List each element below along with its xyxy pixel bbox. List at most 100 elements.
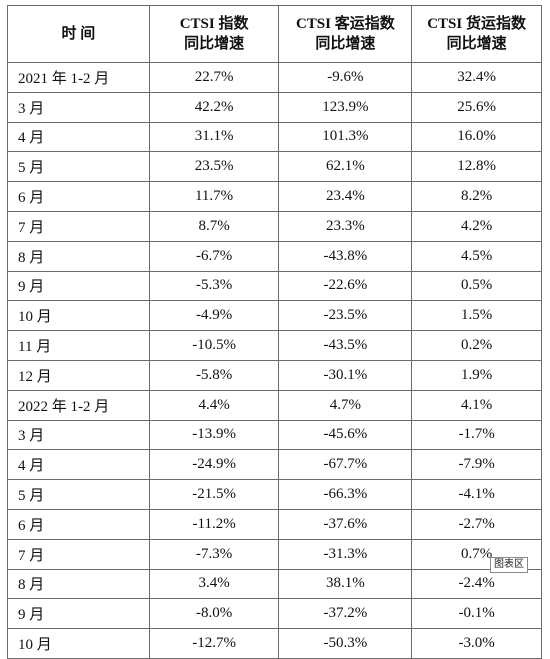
ctsi-cell: -5.3% — [148, 270, 280, 302]
ctsi-growth-table: 时 间 CTSI 指数 同比增速 CTSI 客运指数 同比增速 CTSI 货运指… — [7, 5, 542, 659]
freight-cell: 1.9% — [411, 359, 542, 391]
table-row: 9 月 -5.3% -22.6% 0.5% — [7, 270, 542, 302]
ctsi-cell: -10.5% — [148, 330, 280, 361]
passenger-cell: -66.3% — [278, 479, 413, 510]
header-ctsi-line2: 同比增速 — [184, 36, 245, 52]
table-row: 6 月 -11.2% -37.6% -2.7% — [7, 508, 542, 540]
period-cell: 8 月 — [7, 568, 150, 600]
period-cell: 6 月 — [7, 508, 150, 540]
ctsi-cell: 23.5% — [148, 151, 280, 183]
table-row: 3 月 -13.9% -45.6% -1.7% — [7, 419, 542, 451]
freight-cell: 0.2% — [411, 330, 542, 361]
freight-cell: -1.7% — [411, 419, 542, 451]
period-cell: 5 月 — [7, 479, 150, 510]
header-freight-line1: CTSI 货运指数 — [427, 16, 526, 32]
header-ctsi: CTSI 指数 同比增速 — [148, 5, 280, 63]
table-container: 时 间 CTSI 指数 同比增速 CTSI 客运指数 同比增速 CTSI 货运指… — [7, 5, 542, 659]
table-row: 10 月 -4.9% -23.5% 1.5% — [7, 300, 542, 332]
freight-cell: -3.0% — [411, 628, 542, 659]
ctsi-cell: -4.9% — [148, 300, 280, 332]
freight-cell: 12.8% — [411, 151, 542, 183]
header-ctsi-line1: CTSI 指数 — [179, 16, 249, 32]
table-row: 12 月 -5.8% -30.1% 1.9% — [7, 359, 542, 391]
period-cell: 4 月 — [7, 121, 150, 153]
table-row: 3 月 42.2% 123.9% 25.6% — [7, 91, 542, 123]
ctsi-cell: 4.4% — [148, 389, 280, 421]
header-freight: CTSI 货运指数 同比增速 — [411, 5, 542, 63]
passenger-cell: 4.7% — [278, 389, 413, 421]
ctsi-cell: 31.1% — [148, 121, 280, 153]
table-row: 11 月 -10.5% -43.5% 0.2% — [7, 330, 542, 361]
passenger-cell: 23.3% — [278, 210, 413, 242]
passenger-cell: -43.8% — [278, 240, 413, 272]
ctsi-cell: -13.9% — [148, 419, 280, 451]
passenger-cell: -30.1% — [278, 359, 413, 391]
table-row: 5 月 23.5% 62.1% 12.8% — [7, 151, 542, 183]
ctsi-cell: -8.0% — [148, 598, 280, 630]
table-row: 10 月 -12.7% -50.3% -3.0% — [7, 628, 542, 659]
period-cell: 9 月 — [7, 270, 150, 302]
freight-cell: 8.2% — [411, 181, 542, 212]
period-cell: 4 月 — [7, 449, 150, 481]
freight-cell: 32.4% — [411, 62, 542, 93]
freight-cell: 16.0% — [411, 121, 542, 153]
ctsi-cell: -12.7% — [148, 628, 280, 659]
table-row: 7 月 -7.3% -31.3% 0.7% — [7, 538, 542, 570]
header-period: 时 间 — [7, 5, 150, 63]
ctsi-cell: 11.7% — [148, 181, 280, 212]
passenger-cell: -37.2% — [278, 598, 413, 630]
period-cell: 3 月 — [7, 419, 150, 451]
ctsi-cell: 8.7% — [148, 210, 280, 242]
ctsi-cell: -24.9% — [148, 449, 280, 481]
passenger-cell: -37.6% — [278, 508, 413, 540]
header-period-line1: 时 间 — [61, 26, 96, 42]
table-row: 5 月 -21.5% -66.3% -4.1% — [7, 479, 542, 510]
period-cell: 8 月 — [7, 240, 150, 272]
freight-cell: 4.2% — [411, 210, 542, 242]
freight-cell: 0.5% — [411, 270, 542, 302]
ctsi-cell: -7.3% — [148, 538, 280, 570]
freight-cell: -2.4% — [411, 568, 542, 600]
period-cell: 2022 年 1-2 月 — [7, 389, 150, 421]
period-cell: 7 月 — [7, 210, 150, 242]
passenger-cell: 101.3% — [278, 121, 413, 153]
passenger-cell: -22.6% — [278, 270, 413, 302]
freight-cell: 25.6% — [411, 91, 542, 123]
freight-cell: -7.9% — [411, 449, 542, 481]
passenger-cell: 38.1% — [278, 568, 413, 600]
ctsi-cell: 3.4% — [148, 568, 280, 600]
table-row: 6 月 11.7% 23.4% 8.2% — [7, 181, 542, 212]
table-row: 8 月 3.4% 38.1% -2.4% — [7, 568, 542, 600]
table-row: 9 月 -8.0% -37.2% -0.1% — [7, 598, 542, 630]
passenger-cell: 62.1% — [278, 151, 413, 183]
header-freight-line2: 同比增速 — [446, 36, 507, 52]
freight-cell: -0.1% — [411, 598, 542, 630]
period-cell: 9 月 — [7, 598, 150, 630]
period-cell: 10 月 — [7, 300, 150, 332]
freight-cell: 1.5% — [411, 300, 542, 332]
period-cell: 6 月 — [7, 181, 150, 212]
header-row: 时 间 CTSI 指数 同比增速 CTSI 客运指数 同比增速 CTSI 货运指… — [7, 5, 542, 63]
table-body: 2021 年 1-2 月 22.7% -9.6% 32.4% 3 月 42.2% 123.9… — [7, 62, 542, 659]
freight-cell: 4.1% — [411, 389, 542, 421]
freight-cell: -4.1% — [411, 479, 542, 510]
period-cell: 10 月 — [7, 628, 150, 659]
passenger-cell: 123.9% — [278, 91, 413, 123]
ctsi-cell: -6.7% — [148, 240, 280, 272]
ctsi-cell: -21.5% — [148, 479, 280, 510]
header-passenger-line2: 同比增速 — [315, 36, 376, 52]
table-row: 8 月 -6.7% -43.8% 4.5% — [7, 240, 542, 272]
table-row: 4 月 -24.9% -67.7% -7.9% — [7, 449, 542, 481]
period-cell: 3 月 — [7, 91, 150, 123]
period-cell: 5 月 — [7, 151, 150, 183]
passenger-cell: -67.7% — [278, 449, 413, 481]
passenger-cell: -23.5% — [278, 300, 413, 332]
period-cell: 2021 年 1-2 月 — [7, 62, 150, 93]
table-row: 4 月 31.1% 101.3% 16.0% — [7, 121, 542, 153]
ctsi-cell: -11.2% — [148, 508, 280, 540]
passenger-cell: -31.3% — [278, 538, 413, 570]
passenger-cell: -43.5% — [278, 330, 413, 361]
header-passenger-line1: CTSI 客运指数 — [295, 16, 395, 32]
period-cell: 7 月 — [7, 538, 150, 570]
period-cell: 11 月 — [7, 330, 150, 361]
